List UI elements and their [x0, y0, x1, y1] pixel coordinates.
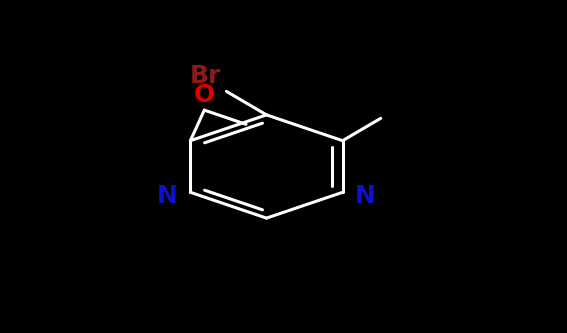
Text: N: N [355, 183, 376, 208]
Text: Br: Br [189, 64, 221, 88]
Text: O: O [194, 83, 215, 107]
Text: N: N [157, 183, 178, 208]
